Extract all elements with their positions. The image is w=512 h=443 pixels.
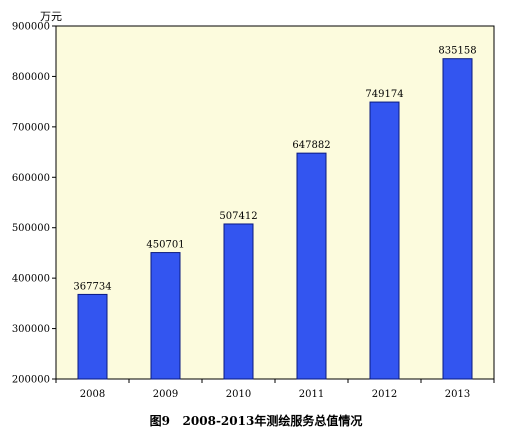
bar-2010 — [223, 223, 254, 380]
bar-2012 — [369, 101, 400, 380]
data-label-2010: 507412 — [219, 211, 257, 222]
bar-2008 — [77, 293, 108, 380]
x-tick-label: 2009 — [153, 389, 178, 400]
data-label-2008: 367734 — [73, 281, 111, 292]
y-tick-label: 800000 — [12, 72, 50, 83]
x-tick-label: 2012 — [372, 389, 397, 400]
y-tick-label: 700000 — [12, 122, 50, 133]
x-tick-label: 2010 — [226, 389, 251, 400]
x-axis: 2008 2009 2010 2011 2012 2013 — [55, 379, 495, 400]
y-axis: 200000 300000 400000 500000 600000 700000 8000… — [12, 22, 56, 386]
plot-area — [55, 25, 495, 380]
y-tick-label: 500000 — [12, 223, 50, 234]
y-tick-label: 900000 — [12, 22, 50, 33]
figure-caption: 图9 2008-2013年测绘服务总值情况 — [150, 413, 363, 428]
x-tick-label: 2011 — [299, 389, 324, 400]
x-tick-label: 2008 — [80, 389, 105, 400]
data-label-2009: 450701 — [146, 240, 184, 251]
y-axis-unit-label: 万元 — [40, 10, 62, 23]
bar-series: 367734 450701 507412 647882 749174 835158 — [73, 46, 477, 380]
y-tick-label: 600000 — [12, 173, 50, 184]
y-tick-label: 200000 — [12, 375, 50, 386]
bar-2009 — [150, 252, 181, 380]
data-label-2012: 749174 — [365, 89, 403, 100]
bar-2013 — [442, 58, 473, 380]
y-tick-label: 400000 — [12, 274, 50, 285]
x-tick-label: 2013 — [445, 389, 470, 400]
bar-2011 — [296, 152, 327, 380]
data-label-2013: 835158 — [438, 46, 476, 57]
y-tick-label: 300000 — [12, 324, 50, 335]
data-label-2011: 647882 — [292, 140, 330, 151]
